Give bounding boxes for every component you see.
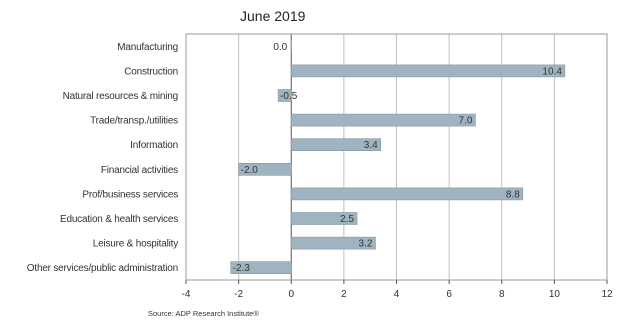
- data-label: 3.2: [359, 239, 373, 250]
- bar: [290, 212, 358, 225]
- source-note: Source: ADP Research Institute®: [148, 309, 259, 318]
- data-label: 10.4: [542, 66, 562, 77]
- x-tick-label: 10: [549, 289, 561, 300]
- data-labels: 0.0 10.4 -0.5 7.0 3.4 -2.0 8.8 2.5 3.2 -2.3: [233, 42, 563, 274]
- category-label: Other services/public administration: [27, 263, 178, 274]
- x-tick-label: 6: [446, 289, 452, 300]
- data-label: 2.5: [340, 214, 354, 225]
- bar: [238, 163, 292, 176]
- bar: [290, 64, 566, 78]
- x-tick-label: -4: [182, 289, 191, 300]
- bar: [290, 138, 382, 151]
- category-label: Construction: [124, 66, 178, 77]
- x-tick-labels: -4 -2 0 2 4 6 8 10 12: [182, 280, 613, 300]
- data-label: -2.3: [233, 263, 251, 274]
- category-label: Leisure & hospitality: [93, 239, 178, 250]
- category-label: Information: [130, 140, 178, 151]
- bar: [230, 261, 292, 275]
- data-label: 3.4: [364, 140, 378, 151]
- x-tick-label: -2: [234, 289, 243, 300]
- x-tick-label: 8: [499, 289, 505, 300]
- data-label: -2.0: [241, 165, 259, 176]
- data-label: -0.5: [280, 91, 298, 102]
- bar: [290, 187, 524, 201]
- chart-title: June 2019: [240, 8, 306, 24]
- x-tick-label: 4: [394, 289, 400, 300]
- x-tick-label: 2: [341, 289, 347, 300]
- category-label: Financial activities: [101, 165, 178, 176]
- category-label: Trade/transp./utilities: [90, 116, 178, 127]
- data-label: 7.0: [459, 116, 473, 127]
- bar: [290, 113, 476, 127]
- category-label: Education & health services: [60, 214, 178, 225]
- bar: [277, 89, 292, 102]
- category-label: Prof/business services: [82, 189, 178, 200]
- bar: [290, 236, 376, 250]
- bars: [230, 39, 566, 275]
- x-tick-label: 0: [288, 289, 294, 300]
- x-tick-label: 12: [601, 289, 613, 300]
- data-label: 0.0: [273, 42, 287, 53]
- category-labels: Manufacturing Construction Natural resourc…: [27, 42, 179, 274]
- category-label: Manufacturing: [117, 42, 178, 53]
- category-label: Natural resources & mining: [63, 91, 178, 102]
- data-label: 8.8: [506, 189, 520, 200]
